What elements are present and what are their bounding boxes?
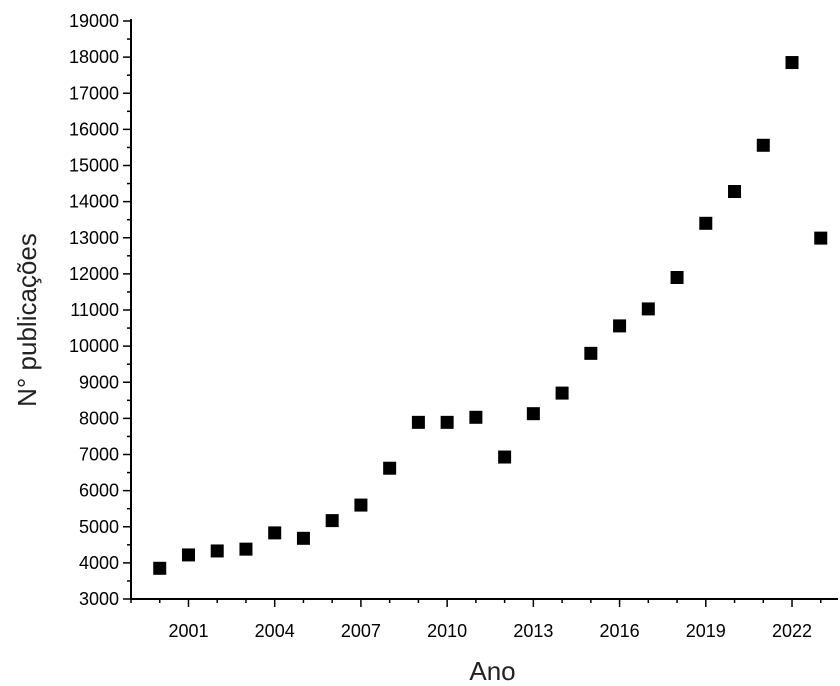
data-point xyxy=(526,407,540,421)
x-tick-label: 2007 xyxy=(341,621,381,641)
y-tick-label: 5000 xyxy=(79,517,119,537)
data-point xyxy=(469,410,483,424)
data-point xyxy=(814,231,828,245)
data-point xyxy=(210,544,224,558)
y-tick-label: 18000 xyxy=(69,47,119,67)
x-tick-label: 2010 xyxy=(427,621,467,641)
y-tick-label: 12000 xyxy=(69,264,119,284)
data-point xyxy=(354,498,368,512)
data-point xyxy=(383,461,397,475)
data-point xyxy=(613,319,627,333)
x-axis: 2001 2004 2007 2010 2013 2016 2019 2022 xyxy=(130,598,838,641)
data-point xyxy=(296,531,310,545)
data-point xyxy=(728,185,742,199)
y-tick-label: 17000 xyxy=(69,83,119,103)
data-point xyxy=(268,526,282,540)
data-point xyxy=(584,346,598,360)
y-axis-title: N° publicações xyxy=(12,233,42,407)
y-tick-label: 10000 xyxy=(69,336,119,356)
data-point xyxy=(555,386,569,400)
y-tick-label: 15000 xyxy=(69,156,119,176)
y-tick-label: 7000 xyxy=(79,445,119,465)
x-tick-label: 2016 xyxy=(600,621,640,641)
x-axis-title: Ano xyxy=(469,656,515,686)
y-tick-label: 9000 xyxy=(79,372,119,392)
data-points xyxy=(153,56,828,575)
data-point xyxy=(670,270,684,284)
data-point xyxy=(641,302,655,316)
data-point xyxy=(440,415,454,429)
x-tick-label: 2001 xyxy=(168,621,208,641)
data-point xyxy=(153,561,167,575)
y-tick-label: 19000 xyxy=(69,11,119,31)
x-tick-label: 2019 xyxy=(686,621,726,641)
data-point xyxy=(498,450,512,464)
y-tick-label: 13000 xyxy=(69,228,119,248)
data-point xyxy=(181,548,195,562)
y-tick-label: 14000 xyxy=(69,192,119,212)
data-point xyxy=(325,514,339,528)
y-axis: 3000 4000 5000 6000 7000 8000 9000 10000 11000 12… xyxy=(69,11,132,609)
data-point xyxy=(756,138,770,152)
y-tick-label: 3000 xyxy=(79,589,119,609)
data-point xyxy=(239,542,253,556)
y-tick-label: 11000 xyxy=(70,300,119,320)
x-tick-label: 2013 xyxy=(513,621,553,641)
data-point xyxy=(699,216,713,230)
data-point xyxy=(785,56,799,70)
y-tick-label: 8000 xyxy=(79,408,119,428)
y-tick-label: 6000 xyxy=(79,481,119,501)
x-tick-label: 2022 xyxy=(772,621,812,641)
x-tick-label: 2004 xyxy=(255,621,295,641)
y-tick-label: 16000 xyxy=(69,119,119,139)
y-tick-label: 4000 xyxy=(79,553,119,573)
data-point xyxy=(411,415,425,429)
